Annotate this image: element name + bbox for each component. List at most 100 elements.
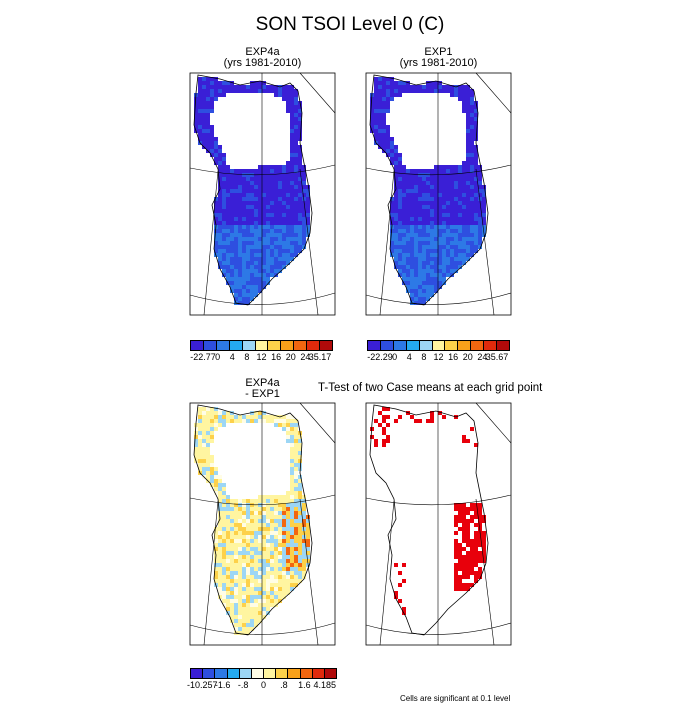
grid-cell [422,233,426,237]
grid-cell [458,237,462,241]
grid-cell [286,253,290,257]
grid-cell [290,567,294,571]
grid-cell [210,145,214,149]
grid-cell [226,253,230,257]
grid-cell [294,487,298,491]
grid-cell [230,543,234,547]
grid-cell [250,603,254,607]
grid-cell [406,197,410,201]
grid-cell [262,273,266,277]
grid-cell [258,415,262,419]
panel-title-diff: EXP4a - EXP1 [190,378,335,400]
grid-cell [246,241,250,245]
grid-cell [258,559,262,563]
grid-cell [282,201,286,205]
grid-cell [430,185,434,189]
grid-cell [226,265,230,269]
grid-cell [422,289,426,293]
grid-cell [466,555,470,559]
grid-cell [290,555,294,559]
grid-cell [242,527,246,531]
grid-cell [206,101,210,105]
grid-cell [274,535,278,539]
grid-cell [470,253,474,257]
grid-cell [206,463,210,467]
grid-cell [290,245,294,249]
grid-cell [290,571,294,575]
grid-cell [254,181,258,185]
grid-cell [454,197,458,201]
colorbar-swatch [191,341,204,350]
grid-cell [266,555,270,559]
grid-cell [206,81,210,85]
grid-cell [206,137,210,141]
grid-cell [222,571,226,575]
grid-cell [290,523,294,527]
grid-cell [418,419,422,423]
grid-cell [254,555,258,559]
grid-cell [414,297,418,301]
grid-cell [234,535,238,539]
grid-cell [434,281,438,285]
grid-cell [238,519,242,523]
grid-cell [398,169,402,173]
grid-cell [254,615,258,619]
grid-cell [242,595,246,599]
grid-cell [462,97,466,101]
colorbar-tick-label: -22.29 [367,352,393,362]
grid-cell [298,523,302,527]
grid-cell [230,185,234,189]
grid-cell [226,193,230,197]
grid-cell [198,133,202,137]
grid-cell [294,419,298,423]
grid-cell [242,571,246,575]
grid-cell [290,181,294,185]
grid-cell [258,241,262,245]
grid-cell [422,253,426,257]
grid-cell [234,547,238,551]
grid-cell [434,89,438,93]
grid-cell [414,289,418,293]
grid-cell [286,535,290,539]
grid-cell [442,245,446,249]
grid-cell [242,503,246,507]
grid-cell [254,543,258,547]
grid-cell [402,89,406,93]
grid-cell [206,439,210,443]
grid-cell [434,185,438,189]
grid-cell [270,519,274,523]
grid-cell [254,85,258,89]
grid-cell [446,85,450,89]
grid-cell [450,237,454,241]
grid-cell [290,257,294,261]
grid-cell [202,431,206,435]
grid-cell [286,587,290,591]
grid-cell [266,507,270,511]
grid-cell [282,511,286,515]
grid-cell [398,253,402,257]
grid-cell [466,535,470,539]
grid-cell [430,281,434,285]
grid-cell [450,245,454,249]
grid-cell [474,535,478,539]
grid-cell [470,543,474,547]
grid-cell [394,81,398,85]
grid-cell [294,539,298,543]
grid-cell [238,563,242,567]
grid-cell [230,277,234,281]
grid-cell [406,233,410,237]
grid-cell [230,515,234,519]
grid-cell [282,523,286,527]
colorbar-swatch [252,669,264,678]
grid-cell [234,213,238,217]
grid-cell [398,261,402,265]
grid-cell [418,225,422,229]
grid-cell [258,499,262,503]
grid-cell [294,197,298,201]
grid-cell [282,531,286,535]
grid-cell [466,531,470,535]
grid-cell [254,507,258,511]
grid-cell [206,415,210,419]
grid-cell [466,181,470,185]
grid-cell [258,189,262,193]
